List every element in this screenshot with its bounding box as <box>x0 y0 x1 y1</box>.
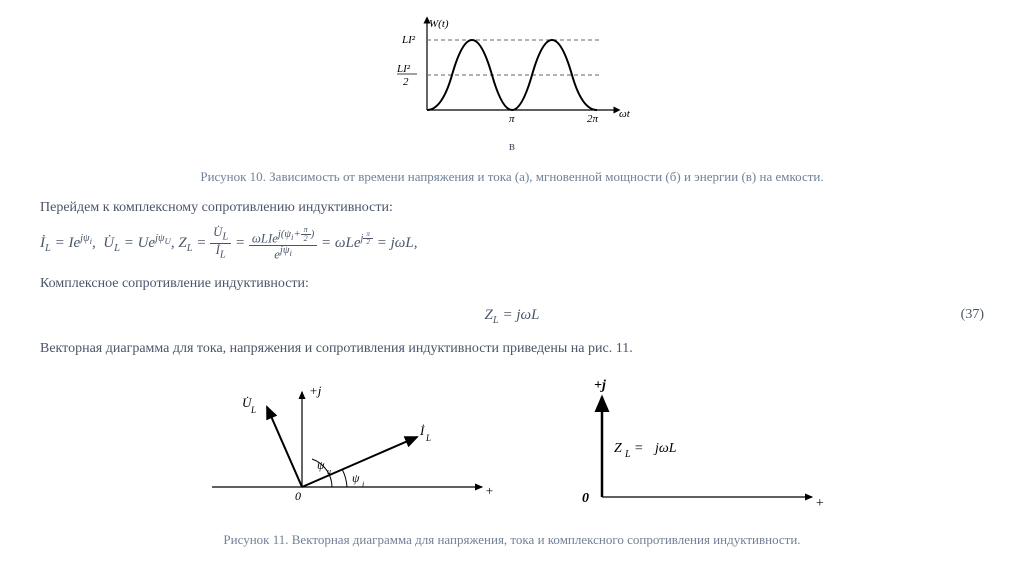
svg-text:+j: +j <box>594 378 606 393</box>
svg-text:0: 0 <box>295 489 301 503</box>
x-tick-1: π <box>509 113 515 125</box>
svg-text:L: L <box>425 433 431 443</box>
svg-text:jωL: jωL <box>653 441 677 456</box>
chart-sublabel: в <box>40 138 984 154</box>
equation-1: İL = Iejψi, U̇L = UejψU, ZL = U̇LİL = ωL… <box>40 226 984 261</box>
svg-text:+: + <box>485 483 494 498</box>
svg-text:0: 0 <box>582 491 589 506</box>
y-axis-label: W(t) <box>429 18 449 30</box>
svg-text:ψ: ψ <box>352 471 360 485</box>
vector-diagrams: +j U̇ L İ L ψ u ψ i 0 + +j Z L = jωL 0 + <box>40 377 984 517</box>
vector-diagram-left: +j U̇ L İ L ψ u ψ i 0 + <box>192 377 502 517</box>
paragraph-1: Перейдем к комплексному сопротивлению ин… <box>40 200 984 216</box>
paragraph-3: Векторная диаграмма для тока, напряжения… <box>40 341 984 357</box>
svg-text:L: L <box>624 449 631 460</box>
figure-10-caption: Рисунок 10. Зависимость от времени напря… <box>40 169 984 185</box>
svg-text:+j: +j <box>309 383 322 398</box>
svg-text:i: i <box>362 480 364 489</box>
svg-text:+: + <box>815 496 824 511</box>
x-tick-2: 2π <box>587 113 599 125</box>
svg-text:u: u <box>327 467 331 476</box>
y-tick-2-num: LI² <box>396 63 411 75</box>
x-axis-label: ωt <box>619 108 631 120</box>
equation-number: (37) <box>961 307 984 323</box>
svg-text:=: = <box>634 441 643 456</box>
y-tick-2-den: 2 <box>403 76 409 88</box>
paragraph-2: Комплексное сопротивление индуктивности: <box>40 276 984 292</box>
y-tick-1: LI² <box>401 34 416 46</box>
equation-2: ZL = jωL (37) <box>40 307 984 326</box>
svg-text:L: L <box>250 405 256 415</box>
svg-text:ψ: ψ <box>317 458 325 472</box>
svg-text:Z: Z <box>614 441 622 456</box>
figure-11-caption: Рисунок 11. Векторная диаграмма для напр… <box>40 532 984 548</box>
energy-chart: W(t) LI² LI² 2 π 2π ωt <box>40 15 984 130</box>
svg-text:İ: İ <box>419 423 425 438</box>
vector-diagram-right: +j Z L = jωL 0 + <box>552 377 832 517</box>
